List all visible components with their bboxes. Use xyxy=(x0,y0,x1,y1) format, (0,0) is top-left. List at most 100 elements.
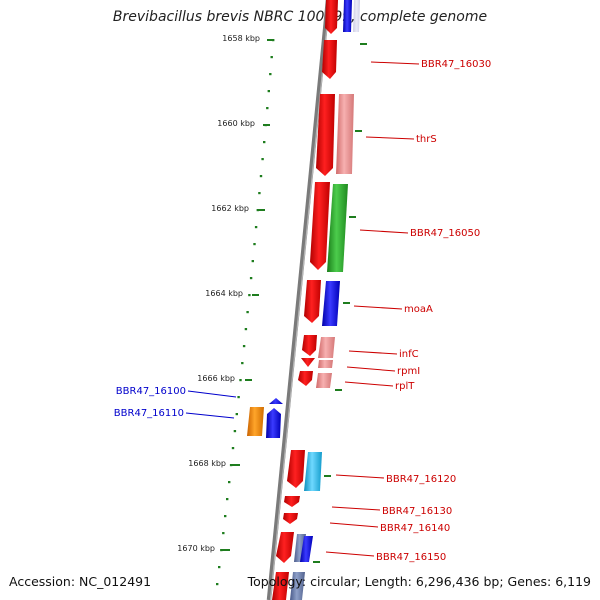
gene-arrow-bbr47-16120-strand2[interactable] xyxy=(304,452,322,491)
ruler-minor-tick xyxy=(229,464,233,467)
ruler-label: 1664 kbp xyxy=(205,289,243,298)
ruler-minor-tick xyxy=(222,532,225,535)
gene-arrow-rplt-strand2[interactable] xyxy=(316,373,332,388)
gene-label-moaa[interactable]: moaA xyxy=(404,304,433,315)
ruler-minor-tick xyxy=(218,566,221,569)
ruler-minor-tick xyxy=(244,328,248,331)
genome-backbone xyxy=(266,0,331,600)
gene-arrow-bbr47-16110[interactable] xyxy=(247,407,264,436)
ruler-minor-tick xyxy=(241,362,244,365)
ruler-minor-tick xyxy=(216,583,219,586)
gene-label-rpmi[interactable]: rpmI xyxy=(397,366,420,377)
accession-info: Accession: NC_012491 xyxy=(9,574,152,589)
gene-arrow-rplt-strand1[interactable] xyxy=(298,371,313,386)
ruler-minor-tick xyxy=(237,396,240,399)
ruler-minor-tick xyxy=(220,549,223,552)
gene-label-bbr47-16130[interactable]: BBR47_16130 xyxy=(382,506,452,517)
ruler-minor-tick xyxy=(242,345,246,348)
ruler-minor-tick xyxy=(246,311,249,314)
gene-arrow-thrs-strand2[interactable] xyxy=(336,94,354,174)
ruler-minor-tick xyxy=(259,175,263,178)
gene-label-bbr47-16030[interactable]: BBR47_16030 xyxy=(421,59,491,70)
ruler-minor-tick xyxy=(254,226,258,229)
ruler-minor-tick xyxy=(231,447,235,450)
ruler-minor-tick xyxy=(228,481,231,484)
ruler-minor-tick xyxy=(226,498,229,501)
leader-line xyxy=(185,412,235,419)
ruler-minor-tick xyxy=(253,243,256,246)
ruler-minor-tick xyxy=(233,430,237,433)
ruler-minor-tick xyxy=(239,379,242,382)
gene-label-bbr47-16100[interactable]: BBR47_16100 xyxy=(116,386,186,397)
gene-arrow-bbr47-16130[interactable] xyxy=(284,496,300,507)
ruler-label: 1670 kbp xyxy=(177,544,215,553)
gene-arrow[interactable] xyxy=(272,572,289,600)
strand-ticks xyxy=(313,43,367,563)
ruler-dots xyxy=(216,39,275,586)
gene-arrow-bbr47-16100[interactable] xyxy=(269,398,283,404)
ruler-minor-tick xyxy=(267,90,270,93)
gene-labels-right: BBR47_16030 thrS BBR47_16050 moaA infC r… xyxy=(376,59,491,563)
gene-arrow-bbr47-16050-strand1[interactable] xyxy=(310,182,330,270)
gene-label-infc[interactable]: infC xyxy=(399,349,419,360)
ruler-minor-tick xyxy=(261,158,264,161)
ruler-minor-tick xyxy=(263,141,266,144)
gene-arrow-bbr47-16050-strand2[interactable] xyxy=(327,184,348,272)
genome-summary: Topology: circular; Length: 6,296,436 bp… xyxy=(247,574,591,589)
leader-line xyxy=(329,522,379,528)
ruler-minor-tick xyxy=(269,73,272,76)
gene-arrow-bbr47-16110-strand2[interactable] xyxy=(266,408,281,438)
gene-arrow-bbr47-16150-strand3[interactable] xyxy=(300,536,313,562)
ruler-minor-tick xyxy=(270,56,273,59)
gene-arrow-bbr47-16120-strand1[interactable] xyxy=(287,450,305,488)
gene-arrow[interactable] xyxy=(325,0,338,34)
genome-backbone-highlight xyxy=(269,0,331,600)
gene-arrow-rpmi-strand1[interactable] xyxy=(301,358,315,367)
ruler-minor-tick xyxy=(251,260,254,263)
ruler-label: 1658 kbp xyxy=(222,34,260,43)
leader-line xyxy=(325,551,375,557)
gene-arrow[interactable] xyxy=(353,0,360,32)
gene-arrow-thrs-strand1[interactable] xyxy=(316,94,335,176)
ruler-label: 1668 kbp xyxy=(188,459,226,468)
ruler-minor-tick xyxy=(249,277,253,280)
gene-label-bbr47-16140[interactable]: BBR47_16140 xyxy=(380,523,450,534)
gene-arrow-bbr47-16140[interactable] xyxy=(283,513,298,524)
ruler-minor-tick xyxy=(256,209,259,212)
gene-arrow-bbr47-16150-strand1[interactable] xyxy=(276,532,294,563)
gene-labels-left: BBR47_16100 BBR47_16110 xyxy=(114,386,186,419)
ruler-minor-tick xyxy=(266,107,269,110)
ruler-minor-tick xyxy=(224,515,227,518)
leader-line xyxy=(187,390,237,398)
gene-label-bbr47-16150[interactable]: BBR47_16150 xyxy=(376,552,446,563)
coordinate-ruler: 1658 kbp 1660 kbp 1662 kbp 1664 kbp 1666… xyxy=(177,34,275,586)
gene-arrow-rpmi-strand2[interactable] xyxy=(318,360,333,368)
ruler-label: 1662 kbp xyxy=(211,204,249,213)
ruler-label: 1660 kbp xyxy=(217,119,255,128)
gene-arrow-moaa-strand1[interactable] xyxy=(304,280,321,323)
leader-line xyxy=(353,305,403,310)
leader-line xyxy=(331,506,381,511)
gene-arrow-infc-strand2[interactable] xyxy=(318,337,335,358)
gene-label-bbr47-16050[interactable]: BBR47_16050 xyxy=(410,228,480,239)
gene-label-bbr47-16120[interactable]: BBR47_16120 xyxy=(386,474,456,485)
leader-line xyxy=(370,61,420,65)
gene-arrow[interactable] xyxy=(290,572,305,600)
leader-line xyxy=(359,229,409,234)
gene-label-rplt[interactable]: rplT xyxy=(395,381,415,392)
gene-arrow-bbr47-16030[interactable] xyxy=(322,40,337,79)
gene-arrow-infc-strand1[interactable] xyxy=(302,335,317,356)
gene-arrow-moaa-strand2[interactable] xyxy=(322,281,340,326)
leader-line xyxy=(348,350,398,355)
ruler-minor-tick xyxy=(235,413,238,416)
gene-label-bbr47-16110[interactable]: BBR47_16110 xyxy=(114,408,184,419)
gene-features xyxy=(247,0,360,600)
label-leaders xyxy=(185,61,420,557)
ruler-minor-tick xyxy=(248,294,251,297)
gene-label-thrs[interactable]: thrS xyxy=(416,134,437,145)
gene-arrow[interactable] xyxy=(343,0,352,32)
ruler-label: 1666 kbp xyxy=(197,374,235,383)
leader-line xyxy=(344,381,394,387)
